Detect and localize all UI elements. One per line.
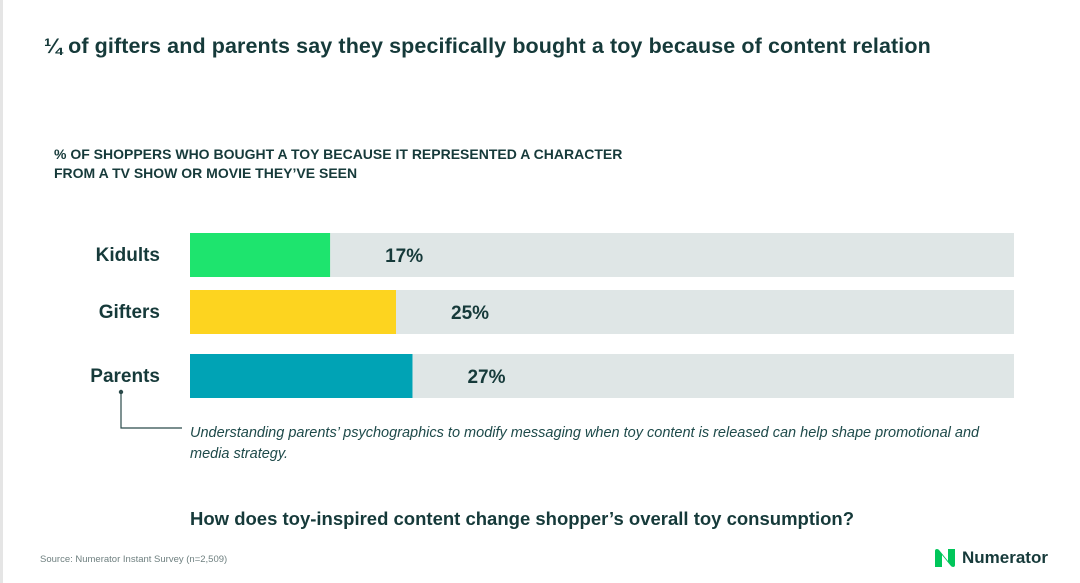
value-label-gifters: 25% [451,303,489,324]
value-label-parents: 27% [467,367,505,388]
annotation-connector-dot [118,389,124,395]
left-edge-divider [0,0,3,583]
slide-title: ¼ of gifters and parents say they specif… [44,34,931,58]
question-heading: How does toy-inspired content change sho… [190,508,855,529]
brand-name: Numerator [962,548,1048,567]
category-label-kidults: Kidults [96,245,160,266]
category-label-parents: Parents [90,366,160,387]
chart-title: % OF SHOPPERS WHO BOUGHT A TOY BECAUSE I… [54,146,623,181]
numerator-logo-icon [935,549,955,567]
category-label-gifters: Gifters [99,302,160,323]
annotation-connector [120,392,182,429]
bar-parents [190,354,413,398]
bar-kidults [190,233,331,277]
parents-annotation: Understanding parents’ psychographics to… [190,425,980,462]
value-label-kidults: 17% [385,246,423,267]
brand-logo: Numerator [934,548,1048,568]
bar-gifters [190,290,396,334]
source-note: Source: Numerator Instant Survey (n=2,50… [40,554,228,565]
